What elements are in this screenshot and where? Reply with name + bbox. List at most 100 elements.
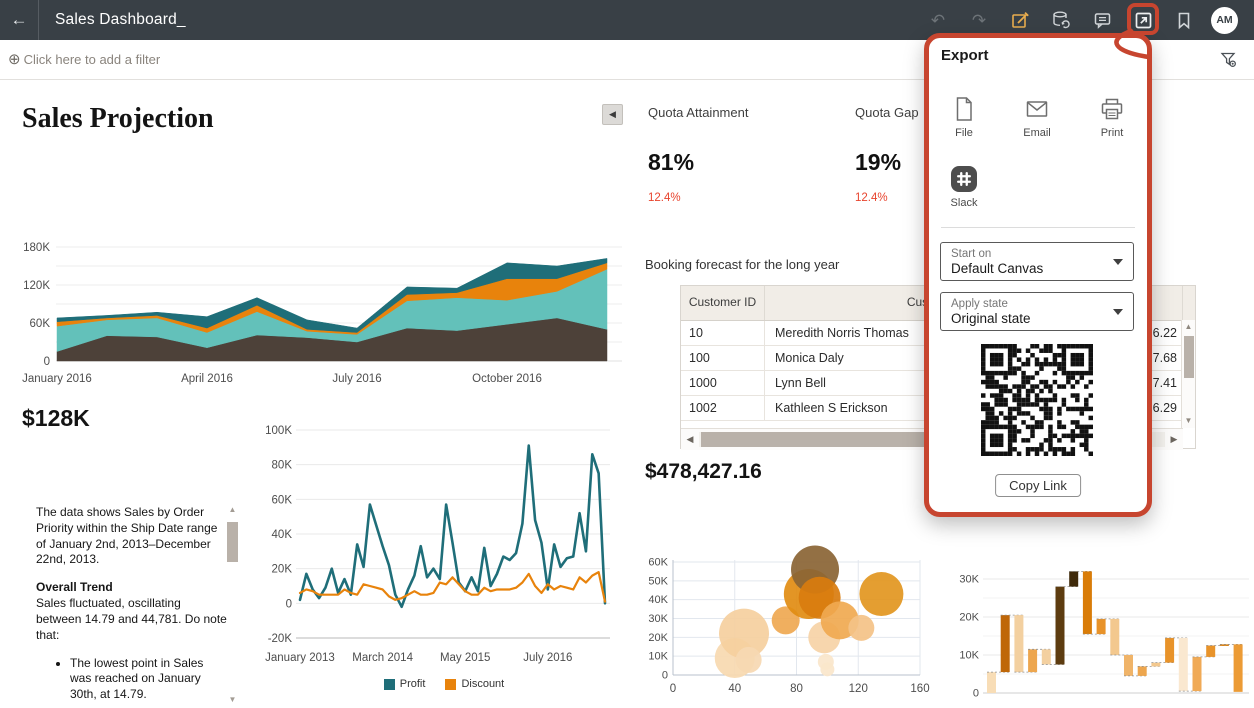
back-arrow-icon: ← — [10, 10, 28, 29]
export-popup-title: Export — [941, 47, 989, 64]
svg-text:March 2014: March 2014 — [352, 652, 413, 664]
quota-label: Quota Gap — [855, 105, 919, 120]
slack-icon — [951, 166, 977, 192]
page-title: Sales Dashboard_ — [55, 11, 186, 28]
undo-button[interactable]: ↶ — [924, 6, 952, 34]
column-header[interactable] — [1137, 286, 1183, 320]
waterfall-chart[interactable]: 0 10K 20K 30K — [955, 540, 1254, 708]
email-icon — [1026, 101, 1048, 117]
svg-text:April 2016: April 2016 — [181, 373, 233, 385]
viz-title-sales-projection: Sales Projection — [22, 103, 214, 134]
svg-text:60K: 60K — [272, 494, 293, 506]
export-file-button[interactable]: File — [941, 96, 987, 139]
add-filter-icon: ⊕ — [8, 51, 21, 68]
quota-label: Quota Attainment — [648, 105, 749, 120]
svg-text:20K: 20K — [648, 632, 668, 644]
data-refresh-icon — [1053, 11, 1070, 29]
dropdown-value: Default Canvas — [951, 261, 1044, 277]
legend-swatch-discount — [445, 678, 457, 690]
insight-heading: Overall Trend — [36, 580, 113, 595]
legend-item[interactable]: Discount — [445, 678, 504, 690]
back-button[interactable]: ← — [0, 0, 38, 40]
insight-bullet: The lowest point in Sales was reached on… — [70, 656, 228, 703]
svg-text:120K: 120K — [23, 280, 50, 292]
navbar: ← Sales Dashboard_ ↶ ↷ — [0, 0, 1254, 40]
copy-link-button[interactable]: Copy Link — [995, 474, 1081, 497]
add-filter-button[interactable]: ⊕ Click here to add a filter — [8, 52, 160, 67]
edit-button[interactable] — [1006, 6, 1034, 34]
insight-paragraph: The data shows Sales by Order Priority w… — [36, 505, 218, 567]
data-refresh-button[interactable] — [1047, 6, 1075, 34]
table-vertical-scrollbar[interactable]: ▲ ▼ — [1181, 320, 1195, 428]
insight-paragraph: Sales fluctuated, oscillating between 14… — [36, 596, 227, 642]
scroll-left-icon[interactable]: ◀ — [686, 434, 694, 444]
export-button[interactable] — [1129, 6, 1157, 34]
start-on-dropdown[interactable]: Start on Default Canvas — [940, 242, 1134, 281]
legend-item[interactable]: Profit — [383, 678, 425, 690]
insight-bullet-list: The lowest point in Sales was reached on… — [36, 656, 228, 708]
quota-value: 81% — [648, 149, 695, 175]
export-print-button[interactable]: Print — [1089, 96, 1135, 139]
svg-text:July 2016: July 2016 — [523, 652, 572, 664]
quota-attainment-tile[interactable]: Quota Attainment 81% 12.4% — [648, 105, 848, 204]
insight-scrollbar[interactable]: ▲ ▼ — [226, 506, 239, 704]
profit-discount-line-chart[interactable]: -20K 0 20K 40K 60K 80K 100K January 2013 March 2… — [248, 422, 640, 674]
dropdown-label: Start on — [951, 248, 992, 260]
collapse-panel-button[interactable]: ◀ — [602, 104, 623, 125]
export-email-button[interactable]: Email — [1014, 96, 1060, 139]
scrollbar-thumb[interactable] — [227, 522, 238, 562]
filter-funnel-icon[interactable] — [1219, 50, 1238, 69]
qr-code — [981, 344, 1093, 456]
undo-icon: ↶ — [930, 10, 946, 30]
svg-text:40K: 40K — [272, 529, 293, 541]
stacked-area-chart[interactable]: 0 60K 120K 180K January 2016 April 2016 July 2… — [10, 238, 630, 390]
svg-text:40K: 40K — [648, 594, 668, 606]
svg-text:10K: 10K — [959, 650, 979, 662]
booking-forecast-title: Booking forecast for the long year — [645, 257, 840, 272]
comments-button[interactable] — [1088, 6, 1116, 34]
scroll-right-icon[interactable]: ▶ — [1170, 434, 1178, 444]
kpi-total-value: $478,427.16 — [645, 460, 762, 483]
legend-label: Discount — [461, 678, 505, 690]
column-header[interactable]: Customer ID — [681, 286, 765, 320]
kpi-sales-value: $128K — [22, 405, 90, 431]
scroll-up-icon[interactable]: ▲ — [228, 505, 237, 514]
bookmark-button[interactable] — [1170, 6, 1198, 34]
table-cell[interactable]: 100 — [681, 346, 765, 371]
export-slack-button[interactable]: Slack — [941, 166, 987, 209]
dropdown-label: Apply state — [951, 298, 1008, 310]
svg-text:May 2015: May 2015 — [440, 652, 491, 664]
svg-text:40: 40 — [728, 683, 741, 695]
insight-text-block: The data shows Sales by Order Priority w… — [36, 505, 228, 708]
svg-text:20K: 20K — [959, 612, 979, 624]
svg-text:January 2013: January 2013 — [265, 652, 335, 664]
table-cell[interactable]: 1002 — [681, 396, 765, 421]
svg-text:October 2016: October 2016 — [472, 373, 542, 385]
svg-text:10K: 10K — [648, 651, 668, 663]
svg-text:0: 0 — [286, 598, 292, 610]
svg-text:30K: 30K — [648, 613, 668, 625]
collapse-left-icon: ◀ — [609, 109, 616, 119]
quota-gap-tile[interactable]: Quota Gap 19% 12.4% — [855, 105, 935, 204]
quota-delta: 12.4% — [648, 192, 681, 204]
scroll-down-icon[interactable]: ▼ — [1184, 416, 1193, 425]
svg-text:80K: 80K — [272, 460, 293, 472]
redo-button[interactable]: ↷ — [965, 6, 993, 34]
line-chart-legend: Profit Discount — [248, 678, 640, 690]
redo-icon: ↷ — [971, 10, 987, 30]
avatar[interactable]: AM — [1211, 6, 1238, 34]
scrollbar-thumb[interactable] — [1183, 336, 1194, 378]
scroll-up-icon[interactable]: ▲ — [1184, 322, 1193, 331]
bubble-chart[interactable]: 0 40 80 120 160 0 10K 20K 30K 40K 50K 60K — [645, 540, 945, 708]
apply-state-dropdown[interactable]: Apply state Original state — [940, 292, 1134, 331]
scroll-down-icon[interactable]: ▼ — [228, 695, 237, 704]
quota-delta: 12.4% — [855, 192, 888, 204]
svg-text:120: 120 — [849, 683, 868, 695]
export-icon — [1135, 12, 1151, 28]
svg-text:160: 160 — [910, 683, 929, 695]
svg-text:January 2016: January 2016 — [22, 373, 92, 385]
table-cell[interactable]: 10 — [681, 321, 765, 346]
quota-value: 19% — [855, 149, 902, 175]
table-cell[interactable]: 1000 — [681, 371, 765, 396]
file-icon — [956, 97, 972, 121]
